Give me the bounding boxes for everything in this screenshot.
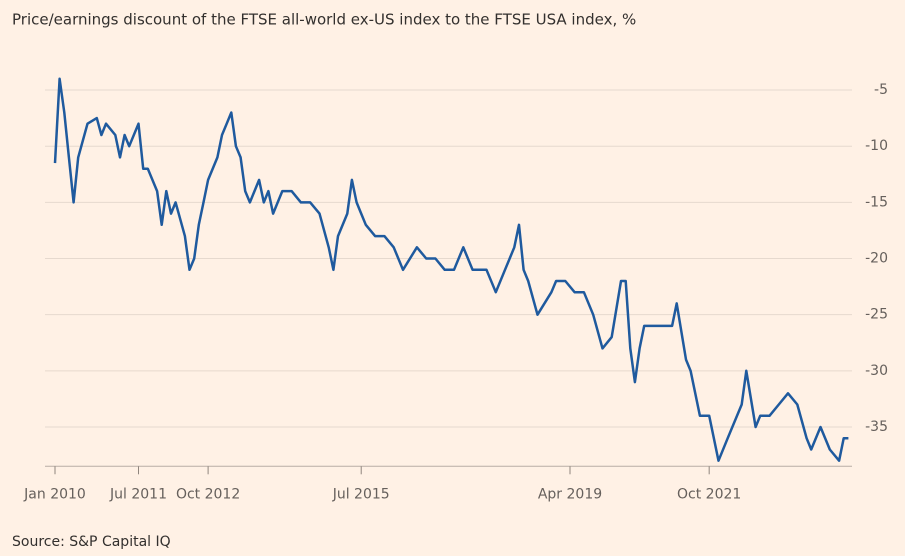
y-tick-label: -35 <box>865 419 888 435</box>
y-tick-label: -10 <box>865 138 888 154</box>
y-tick-label: -15 <box>865 194 888 210</box>
y-tick-label: -30 <box>865 363 888 379</box>
x-tick-label: Jan 2010 <box>23 486 86 502</box>
x-tick-label: Apr 2019 <box>538 486 602 502</box>
y-tick-label: -5 <box>874 82 888 98</box>
data-line <box>53 77 849 462</box>
x-tick-label: Jul 2011 <box>109 486 167 502</box>
source: Source: S&P Capital IQ <box>12 534 171 550</box>
y-tick-label: -25 <box>865 307 888 323</box>
x-tick-label: Oct 2021 <box>677 486 741 502</box>
chart-title: Price/earnings discount of the FTSE all-… <box>12 11 636 29</box>
x-tick-label: Jul 2015 <box>332 486 390 502</box>
x-tick-label: Oct 2012 <box>176 486 240 502</box>
y-tick-label: -20 <box>865 251 888 267</box>
